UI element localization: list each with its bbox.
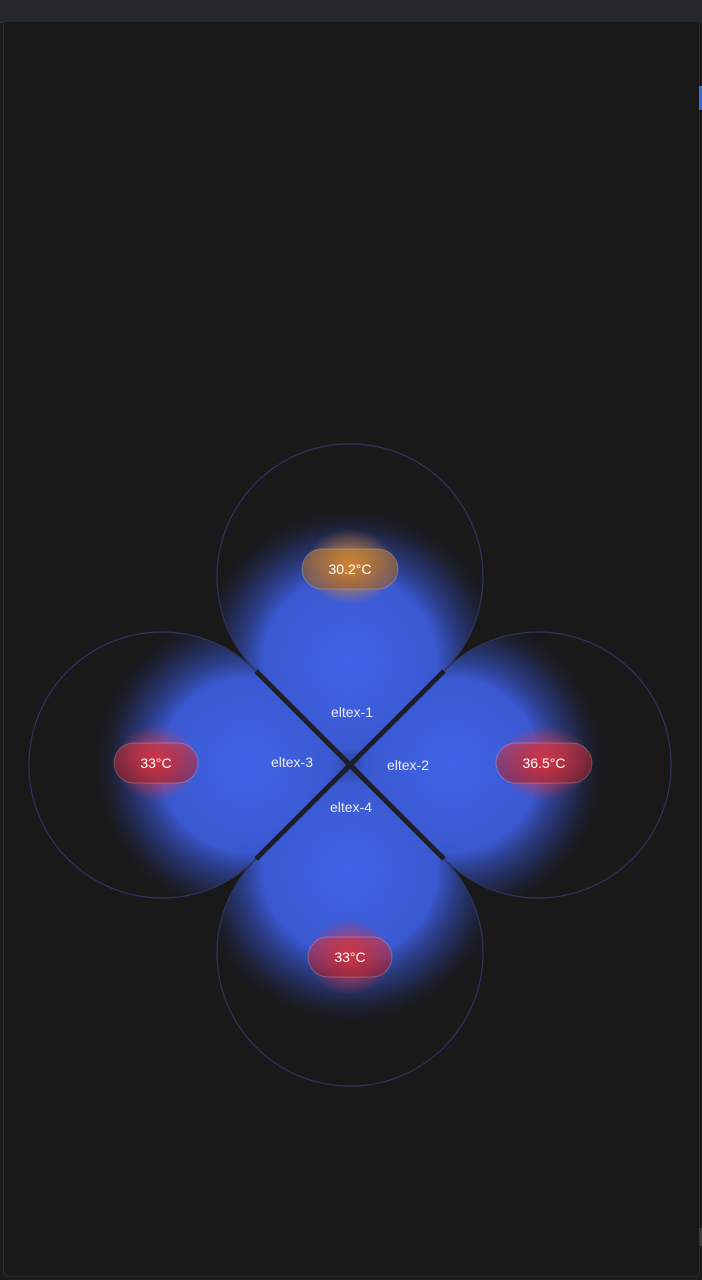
- resize-handle[interactable]: [699, 1228, 702, 1246]
- zone-label-eltex-2: eltex-2: [387, 757, 429, 773]
- temperature-value: 36.5°C: [523, 755, 566, 771]
- zone-label-eltex-3: eltex-3: [271, 754, 313, 770]
- temperature-value: 30.2°C: [329, 561, 372, 577]
- temperature-badge-eltex-2[interactable]: 36.5°C: [495, 725, 593, 801]
- zone-label-eltex-4: eltex-4: [330, 799, 372, 815]
- temperature-badge-eltex-4[interactable]: 33°C: [307, 919, 393, 995]
- temperature-value: 33°C: [334, 949, 365, 965]
- zone-separator: [254, 669, 446, 861]
- temperature-value: 33°C: [140, 755, 171, 771]
- scroll-indicator: [699, 86, 702, 110]
- zone-label-eltex-1: eltex-1: [331, 704, 373, 720]
- temperature-badge-eltex-3[interactable]: 33°C: [113, 725, 199, 801]
- temperature-badge-eltex-1[interactable]: 30.2°C: [301, 529, 399, 605]
